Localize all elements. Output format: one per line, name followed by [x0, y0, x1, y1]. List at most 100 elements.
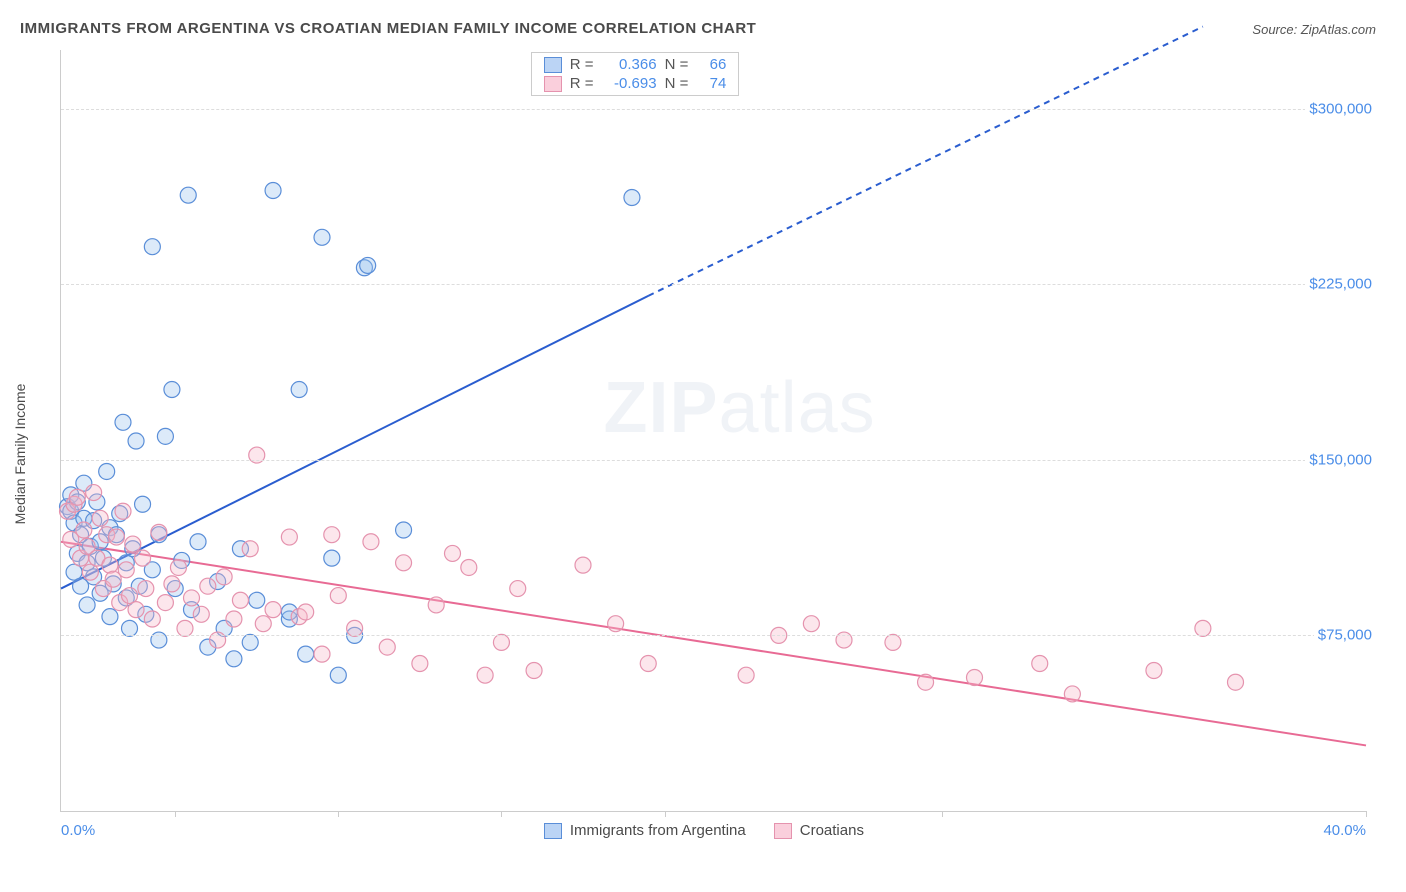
data-point	[86, 485, 102, 501]
r-value-blue: 0.366	[602, 56, 657, 73]
data-point	[640, 655, 656, 671]
data-point	[102, 557, 118, 573]
trend-line	[61, 296, 648, 589]
data-point	[324, 527, 340, 543]
data-point	[314, 229, 330, 245]
data-point	[135, 496, 151, 512]
data-point	[144, 611, 160, 627]
chart-title: IMMIGRANTS FROM ARGENTINA VS CROATIAN ME…	[20, 20, 1386, 37]
swatch-pink	[774, 823, 792, 839]
data-point	[226, 611, 242, 627]
legend-label-pink: Croatians	[800, 822, 864, 839]
data-point	[1032, 655, 1048, 671]
x-tick	[665, 811, 666, 817]
x-tick	[1366, 811, 1367, 817]
data-point	[330, 588, 346, 604]
data-point	[379, 639, 395, 655]
data-point	[118, 562, 134, 578]
data-point	[445, 545, 461, 561]
swatch-blue	[544, 57, 562, 73]
data-point	[738, 667, 754, 683]
data-point	[477, 667, 493, 683]
data-point	[298, 646, 314, 662]
data-point	[164, 576, 180, 592]
data-point	[803, 616, 819, 632]
data-point	[1064, 686, 1080, 702]
data-point	[232, 592, 248, 608]
data-point	[1228, 674, 1244, 690]
gridline	[61, 284, 1376, 285]
data-point	[102, 609, 118, 625]
n-value-pink: 74	[696, 75, 726, 92]
data-point	[242, 634, 258, 650]
data-point	[396, 555, 412, 571]
legend-label-blue: Immigrants from Argentina	[570, 822, 746, 839]
data-point	[265, 182, 281, 198]
data-point	[298, 604, 314, 620]
x-axis-max-label: 40.0%	[1323, 822, 1366, 839]
n-label: N =	[665, 75, 689, 92]
data-point	[164, 382, 180, 398]
gridline	[61, 460, 1376, 461]
data-point	[255, 616, 271, 632]
data-point	[216, 569, 232, 585]
data-point	[177, 620, 193, 636]
data-point	[330, 667, 346, 683]
data-point	[314, 646, 330, 662]
data-point	[99, 463, 115, 479]
data-point	[180, 187, 196, 203]
data-point	[360, 257, 376, 273]
data-point	[151, 524, 167, 540]
correlation-legend-row: R = -0.693 N = 74	[532, 74, 739, 93]
x-axis-min-label: 0.0%	[61, 822, 95, 839]
data-point	[135, 550, 151, 566]
data-point	[193, 606, 209, 622]
data-point	[918, 674, 934, 690]
data-point	[396, 522, 412, 538]
swatch-blue	[544, 823, 562, 839]
legend-item: Croatians	[774, 822, 864, 839]
x-tick	[338, 811, 339, 817]
gridline	[61, 635, 1376, 636]
y-grid-label: $75,000	[1314, 627, 1376, 644]
data-point	[347, 620, 363, 636]
data-point	[128, 433, 144, 449]
y-grid-label: $225,000	[1305, 276, 1376, 293]
data-point	[526, 663, 542, 679]
data-point	[249, 592, 265, 608]
data-point	[184, 590, 200, 606]
data-point	[92, 510, 108, 526]
data-point	[108, 529, 124, 545]
x-tick	[942, 811, 943, 817]
legend-item: Immigrants from Argentina	[544, 822, 746, 839]
x-tick	[175, 811, 176, 817]
chart-container: Median Family Income ZIPatlas R = 0.366 …	[50, 50, 1376, 842]
data-point	[157, 595, 173, 611]
data-point	[493, 634, 509, 650]
correlation-legend-row: R = 0.366 N = 66	[532, 55, 739, 74]
r-value-pink: -0.693	[602, 75, 657, 92]
data-point	[115, 503, 131, 519]
data-point	[428, 597, 444, 613]
data-point	[79, 597, 95, 613]
r-label: R =	[570, 56, 594, 73]
source-label: Source:	[1252, 22, 1297, 37]
data-point	[122, 620, 138, 636]
data-point	[885, 634, 901, 650]
correlation-legend: R = 0.366 N = 66 R = -0.693 N = 74	[531, 52, 740, 96]
y-grid-label: $300,000	[1305, 100, 1376, 117]
data-point	[575, 557, 591, 573]
data-point	[265, 602, 281, 618]
data-point	[1195, 620, 1211, 636]
data-point	[125, 536, 141, 552]
data-point	[324, 550, 340, 566]
y-grid-label: $150,000	[1305, 451, 1376, 468]
plot-area: ZIPatlas R = 0.366 N = 66 R = -0.693 N =…	[60, 50, 1366, 812]
data-point	[608, 616, 624, 632]
swatch-pink	[544, 76, 562, 92]
data-point	[200, 578, 216, 594]
data-point	[128, 602, 144, 618]
data-point	[363, 534, 379, 550]
y-axis-label: Median Family Income	[12, 384, 28, 525]
data-point	[170, 559, 186, 575]
